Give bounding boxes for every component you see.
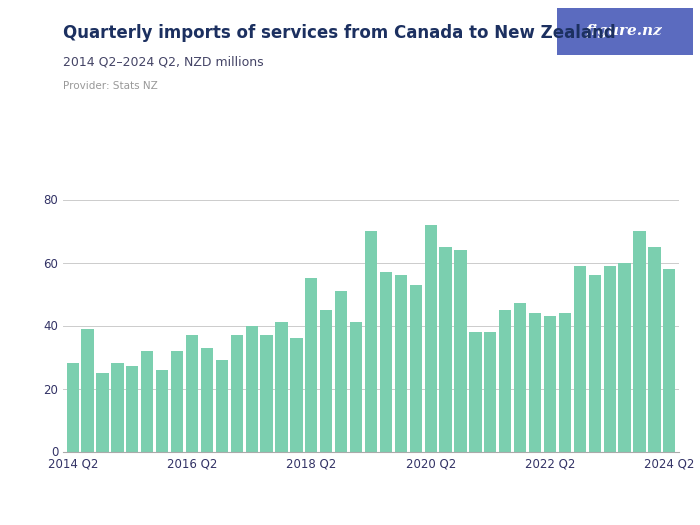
Bar: [663, 269, 676, 452]
Bar: [440, 247, 452, 452]
Bar: [230, 335, 243, 452]
Bar: [395, 275, 407, 452]
Bar: [216, 360, 228, 452]
Bar: [141, 351, 153, 452]
Bar: [320, 310, 332, 452]
Bar: [484, 332, 496, 452]
Text: Quarterly imports of services from Canada to New Zealand: Quarterly imports of services from Canad…: [63, 24, 615, 41]
Bar: [559, 313, 571, 452]
Bar: [275, 322, 288, 452]
Bar: [201, 348, 213, 452]
Bar: [469, 332, 482, 452]
Bar: [290, 338, 302, 452]
Bar: [544, 316, 556, 452]
Bar: [499, 310, 512, 452]
Bar: [574, 266, 586, 452]
Bar: [156, 370, 168, 452]
Bar: [634, 231, 645, 452]
Bar: [81, 329, 94, 452]
Text: Provider: Stats NZ: Provider: Stats NZ: [63, 81, 158, 91]
Bar: [603, 266, 616, 452]
Bar: [305, 278, 318, 452]
Bar: [410, 285, 422, 452]
Bar: [365, 231, 377, 452]
Bar: [618, 262, 631, 452]
Bar: [171, 351, 183, 452]
Bar: [350, 322, 362, 452]
Bar: [97, 373, 108, 452]
Bar: [126, 366, 139, 452]
Bar: [246, 326, 258, 452]
Bar: [335, 291, 347, 452]
Bar: [514, 303, 526, 452]
Bar: [454, 250, 467, 452]
Text: figure.nz: figure.nz: [587, 25, 663, 38]
Bar: [589, 275, 601, 452]
Bar: [529, 313, 541, 452]
Bar: [424, 225, 437, 452]
Bar: [648, 247, 661, 452]
Bar: [66, 363, 79, 452]
Bar: [186, 335, 198, 452]
Bar: [111, 363, 124, 452]
Bar: [260, 335, 273, 452]
Bar: [380, 272, 392, 452]
Text: 2014 Q2–2024 Q2, NZD millions: 2014 Q2–2024 Q2, NZD millions: [63, 55, 264, 68]
